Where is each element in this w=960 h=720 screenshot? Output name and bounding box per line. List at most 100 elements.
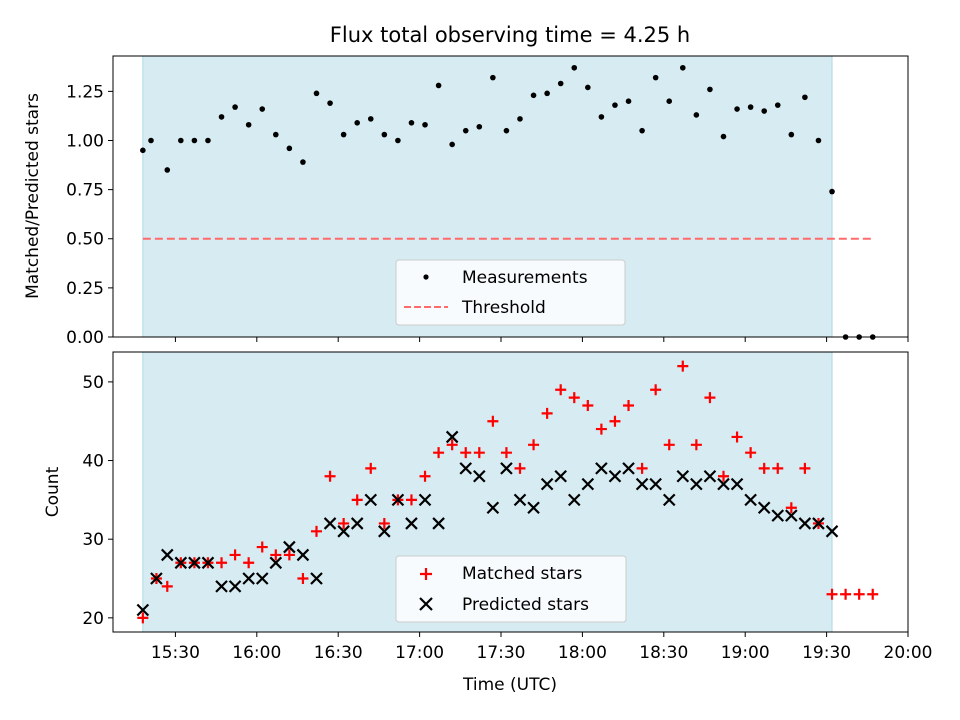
matched-star-point (785, 502, 797, 514)
measurement-point (490, 74, 496, 81)
predicted-star-points (136, 430, 839, 617)
predicted-star-point (785, 509, 798, 522)
matched-star-point (365, 462, 377, 474)
measurement-point (761, 108, 767, 114)
predicted-star-point (445, 430, 459, 444)
matched-star-point (690, 439, 702, 451)
predicted-star-point (188, 556, 201, 570)
matched-star-point (351, 494, 363, 506)
measurement-point (218, 114, 225, 120)
predicted-star-point (160, 548, 174, 562)
predicted-star-point (703, 469, 717, 483)
predicted-star-point (391, 493, 405, 507)
matched-star-point (500, 447, 512, 459)
matched-star-point (650, 384, 662, 396)
measurement-point (313, 90, 320, 97)
y-axis-label-ratio: Matched/Predicted stars (23, 93, 43, 299)
predicted-star-point (649, 477, 662, 491)
x-axis-label: Time (UTC) (462, 675, 557, 695)
predicted-star-point (323, 517, 337, 530)
predicted-star-point (242, 572, 255, 585)
matched-star-point (717, 470, 729, 482)
measurement-point (747, 104, 754, 110)
measurement-point (408, 120, 415, 126)
y-tick-label: 0.25 (66, 279, 104, 299)
matched-star-point (297, 573, 309, 585)
measurement-point (476, 123, 483, 130)
measurement-point (191, 137, 198, 144)
predicted-star-point (418, 493, 432, 507)
matched-star-point (541, 407, 553, 419)
matched-star-point (216, 557, 228, 569)
matched-star-point (555, 384, 567, 396)
matched-star-point (528, 439, 540, 451)
measurement-point (381, 131, 388, 138)
y-tick-label: 20 (82, 609, 104, 629)
predicted-star-point (405, 517, 418, 530)
measurement-point (300, 159, 306, 165)
predicted-star-point (567, 493, 581, 507)
predicted-star-point (337, 525, 350, 538)
predicted-star-point (581, 477, 595, 491)
measurement-point (693, 112, 700, 118)
y-tick-label: 0.50 (66, 230, 104, 250)
matched-star-point (419, 470, 431, 482)
matched-star-point (405, 494, 417, 506)
matched-star-point (704, 392, 716, 404)
predicted-star-point (215, 580, 228, 593)
predicted-star-point (690, 477, 703, 491)
x-tick-label: 19:30 (802, 643, 851, 663)
predicted-star-point (744, 493, 757, 507)
measurement-point (140, 147, 146, 154)
x-tick-label: 17:30 (477, 643, 526, 663)
measurement-point (557, 80, 564, 87)
matched-star-point (378, 517, 390, 529)
matched-star-point (853, 588, 865, 600)
matched-star-point (663, 439, 675, 451)
predicted-star-point (350, 517, 364, 530)
y-tick-label: 0.00 (66, 328, 104, 348)
predicted-star-point (771, 509, 785, 522)
measurement-point (625, 98, 632, 104)
measurement-point (652, 74, 659, 81)
measurement-point (571, 64, 578, 71)
measurement-point (164, 167, 171, 173)
legend-label-matched: Matched stars (462, 564, 582, 584)
legend-label-threshold: Threshold (461, 298, 546, 318)
predicted-star-point (459, 462, 473, 475)
x-tick-label: 18:00 (558, 643, 607, 663)
x-tick-label: 17:00 (395, 643, 444, 663)
measurement-point (802, 94, 808, 101)
legend-label-measurements: Measurements (462, 268, 588, 288)
measurement-point (449, 141, 455, 148)
predicted-star-point (136, 603, 150, 617)
predicted-star-point (608, 469, 622, 483)
measurement-point (829, 188, 835, 195)
axes-frame (112, 55, 909, 338)
matched-star-point (338, 517, 350, 529)
measurement-point (544, 90, 550, 97)
matched-star-point (568, 392, 580, 404)
measurement-point (462, 127, 469, 134)
measurement-point (788, 131, 795, 138)
legend-label-predicted: Predicted stars (462, 595, 589, 615)
matched-star-point (283, 549, 295, 561)
predicted-star-point (798, 517, 812, 530)
measurement-point (422, 121, 428, 128)
matched-star-point (609, 415, 621, 427)
predicted-star-point (310, 572, 323, 585)
measurement-point (340, 131, 347, 138)
legend-top: Measurements Threshold (395, 259, 626, 326)
legend-bottom: Matched stars Predicted stars (395, 555, 627, 623)
legend-marker-predicted (419, 597, 433, 611)
matched-star-point (636, 462, 648, 474)
measurement-point (503, 127, 510, 134)
matched-star-point (745, 447, 757, 459)
axes-top: 0.00 0.25 0.50 0.75 1.00 1.25 (66, 55, 909, 348)
matched-star-point (446, 439, 458, 451)
predicted-star-point (269, 556, 283, 570)
measurement-point (585, 84, 591, 91)
predicted-star-point (150, 572, 163, 585)
measurement-point (367, 116, 374, 122)
measurement-point (205, 137, 211, 144)
